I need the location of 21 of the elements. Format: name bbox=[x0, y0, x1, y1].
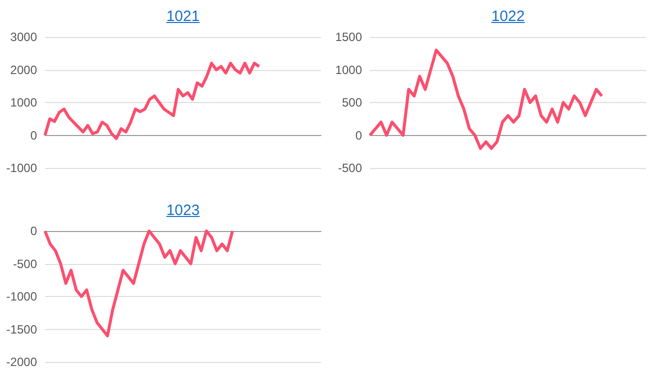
y-tick-label: 1000 bbox=[10, 96, 38, 110]
y-tick-label: 0 bbox=[30, 128, 38, 142]
y-tick-label: -500 bbox=[338, 161, 362, 175]
y-tick-label: -1500 bbox=[6, 322, 38, 336]
chart-title: 1023 bbox=[165, 202, 201, 219]
y-tick-label: 2000 bbox=[10, 62, 38, 77]
y-tick-label: 500 bbox=[342, 96, 362, 110]
line-series bbox=[44, 62, 261, 140]
y-tick-label: 3000 bbox=[10, 30, 38, 44]
line-series bbox=[44, 230, 234, 338]
y-tick-label: -1000 bbox=[6, 161, 38, 175]
y-tick-label: 0 bbox=[30, 224, 38, 238]
y-tick-label: 1500 bbox=[335, 30, 362, 44]
chart-title: 1021 bbox=[165, 8, 201, 25]
y-tick-label: 1000 bbox=[335, 62, 362, 77]
chart-title: 1022 bbox=[490, 8, 526, 25]
line-series bbox=[368, 48, 604, 150]
y-tick-label: -500 bbox=[12, 256, 38, 271]
y-tick-label: -1000 bbox=[6, 290, 38, 304]
y-tick-label: -2000 bbox=[6, 355, 38, 369]
y-tick-label: 0 bbox=[355, 128, 362, 142]
